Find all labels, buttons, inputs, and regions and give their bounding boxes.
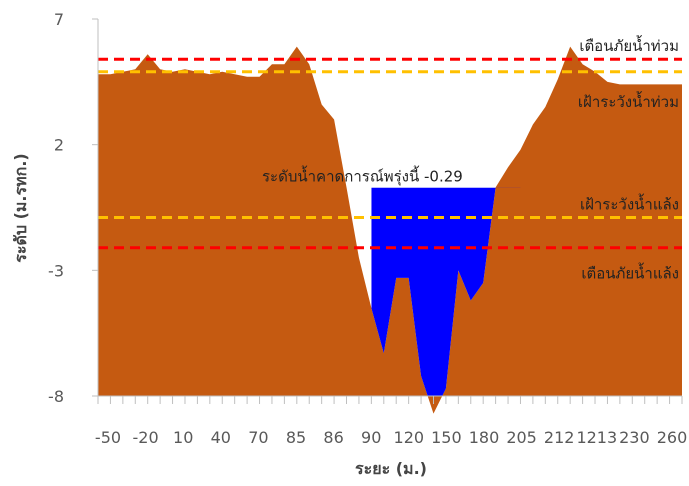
y-tick-label: 2 (54, 136, 64, 155)
axes-layer: -8 -3 2 7 -50 -20 10 40 70 85 86 90 120 150 180 205 212 1… (48, 10, 687, 447)
x-tick-label: 10 (173, 428, 193, 447)
y-tick-label: 7 (54, 10, 64, 29)
x-tick-label: 90 (361, 428, 381, 447)
reference-line-label-4: เตือนภัยน้ำแล้ง (581, 263, 679, 283)
reference-line-label-3: เฝ้าระวังน้ำแล้ง (580, 194, 679, 214)
terrain-area (98, 46, 682, 414)
labels-layer: เตือนภัยน้ำท่วมเฝ้าระวังน้ำท่วมเฝ้าระวัง… (262, 35, 679, 283)
y-tick-label: -3 (48, 261, 64, 280)
reference-lines-layer (98, 57, 682, 250)
reference-line-label-2: เฝ้าระวังน้ำท่วม (578, 91, 679, 111)
x-tick-label: 1213 (576, 428, 617, 447)
x-tick-label: 150 (431, 428, 462, 447)
x-tick-label: 85 (286, 428, 306, 447)
x-tick-label: -50 (95, 428, 121, 447)
y-axis-title: ระดับ (ม.รทก.) (11, 153, 30, 262)
reference-line-label-1: เตือนภัยน้ำท่วม (579, 35, 679, 55)
x-tick-label: 212 (544, 428, 575, 447)
x-axis-title: ระยะ (ม.) (355, 459, 427, 478)
y-tick-label: -8 (48, 387, 64, 406)
x-tick-label: 260 (657, 428, 688, 447)
x-tick-label: 180 (469, 428, 500, 447)
terrain-layer (98, 46, 682, 414)
x-tick-label: 40 (211, 428, 231, 447)
x-tick-label: 70 (248, 428, 268, 447)
water-level-label: ระดับน้ำคาดการณ์พรุ่งนี้ -0.29 (262, 166, 463, 187)
x-tick-label: 230 (619, 428, 650, 447)
x-tick-label: 120 (394, 428, 425, 447)
x-tick-label: 86 (323, 428, 343, 447)
x-tick-label: 205 (506, 428, 537, 447)
x-tick-label: -20 (133, 428, 159, 447)
